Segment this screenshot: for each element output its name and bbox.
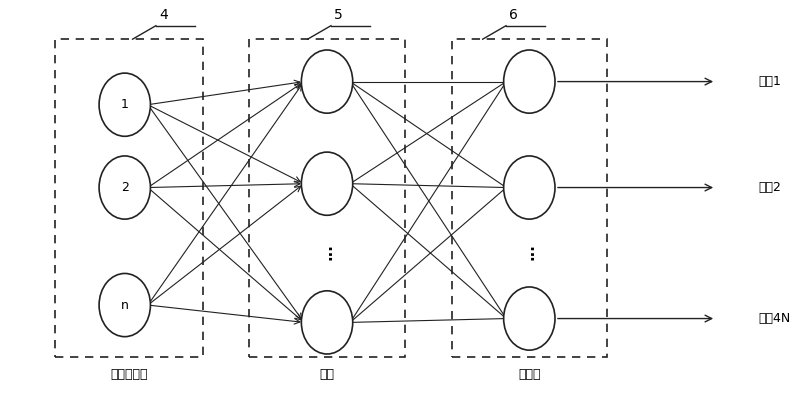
Ellipse shape xyxy=(99,273,150,336)
Ellipse shape xyxy=(504,156,555,219)
Text: 隐层: 隐层 xyxy=(319,368,334,381)
Text: n: n xyxy=(121,299,129,312)
Ellipse shape xyxy=(302,291,353,354)
Ellipse shape xyxy=(504,50,555,113)
Text: 4: 4 xyxy=(159,8,168,22)
Ellipse shape xyxy=(504,287,555,350)
Ellipse shape xyxy=(99,73,150,136)
Text: 燃料4N: 燃料4N xyxy=(759,312,791,325)
Text: 6: 6 xyxy=(510,8,518,22)
Ellipse shape xyxy=(99,156,150,219)
Ellipse shape xyxy=(302,50,353,113)
Text: 输出层: 输出层 xyxy=(518,368,541,381)
Bar xyxy=(250,39,405,357)
Ellipse shape xyxy=(302,152,353,215)
Text: 燃料2: 燃料2 xyxy=(759,181,782,194)
Text: 5: 5 xyxy=(334,8,343,22)
Text: ...: ... xyxy=(522,243,537,260)
Text: 原始特征值: 原始特征值 xyxy=(110,368,147,381)
Text: ...: ... xyxy=(319,243,334,260)
Bar xyxy=(451,39,607,357)
Text: 燃料1: 燃料1 xyxy=(759,75,782,88)
Text: 2: 2 xyxy=(121,181,129,194)
Text: 1: 1 xyxy=(121,98,129,111)
Bar xyxy=(54,39,202,357)
